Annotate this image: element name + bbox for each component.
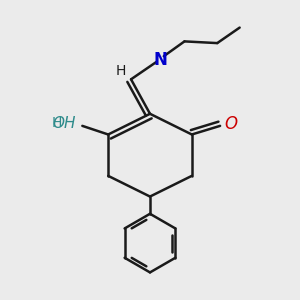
Text: O: O [224, 115, 237, 133]
Text: H: H [52, 116, 62, 130]
Text: OH: OH [52, 116, 75, 130]
Text: N: N [153, 51, 167, 69]
Text: H: H [116, 64, 126, 78]
